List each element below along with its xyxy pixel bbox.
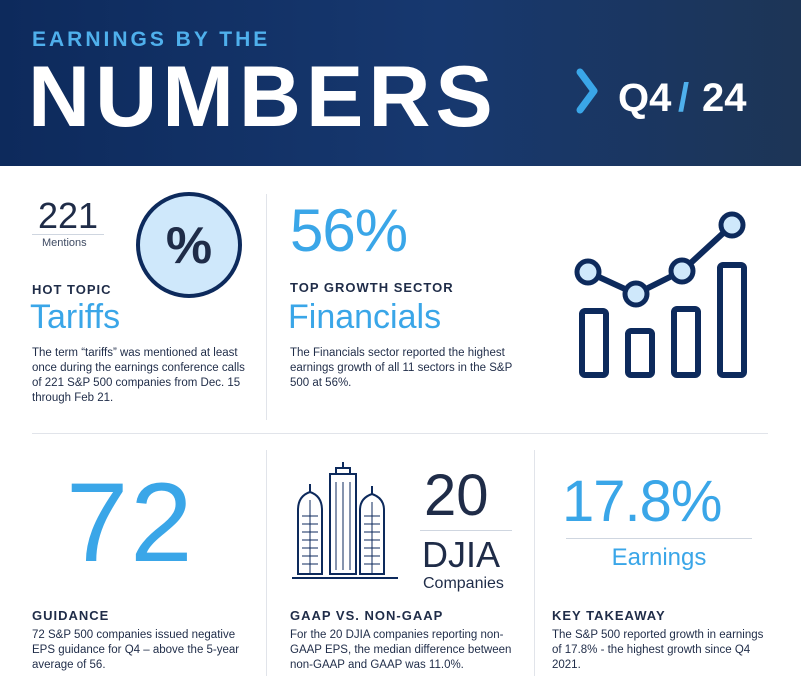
header-banner: EARNINGS BY THE NUMBERS Q4 / 24 (0, 0, 801, 166)
divider-top-middle (266, 194, 267, 420)
gaap-rule (420, 530, 512, 531)
guidance-body: 72 S&P 500 companies issued negative EPS… (32, 629, 240, 671)
takeaway-body: The S&P 500 reported growth in earnings … (552, 629, 764, 671)
guidance-label: GUIDANCE (32, 608, 110, 623)
quarter-part-a: Q4 (618, 76, 672, 120)
mentions-label: Mentions (42, 237, 87, 249)
percent-symbol: % (165, 217, 213, 275)
top-growth-headline: Financials (288, 298, 442, 336)
top-growth-value: 56% (290, 197, 408, 264)
gaap-unit: DJIA (422, 534, 501, 575)
quarter-part-b: 24 (702, 76, 747, 120)
divider-bottom-right (534, 450, 535, 676)
divider-horizontal (32, 433, 768, 434)
percent-badge-icon (136, 192, 242, 298)
takeaway-value: 17.8% (562, 469, 722, 534)
chevron-right-icon (576, 68, 598, 114)
header-title: NUMBERS (28, 49, 498, 145)
gaap-label: GAAP VS. NON-GAAP (290, 608, 444, 623)
top-growth-body: The Financials sector reported the highe… (290, 347, 513, 389)
mentions-rule (32, 234, 104, 235)
growth-chart-icon (574, 211, 747, 378)
gaap-unit-sub: Companies (423, 575, 504, 592)
guidance-value: 72 (66, 460, 195, 585)
takeaway-rule (566, 538, 752, 539)
mentions-count: 221 (38, 195, 99, 236)
divider-bottom-left (266, 450, 267, 676)
gaap-body: For the 20 DJIA companies reporting non-… (290, 629, 512, 671)
hot-topic-headline: Tariffs (30, 298, 121, 336)
takeaway-sub: Earnings (611, 544, 707, 571)
quarter-separator: / (678, 76, 690, 120)
gaap-value: 20 (424, 463, 489, 528)
top-growth-label: TOP GROWTH SECTOR (290, 280, 454, 295)
buildings-icon (292, 462, 398, 579)
takeaway-label: KEY TAKEAWAY (552, 608, 666, 623)
hot-topic-body: The term “tariffs” was mentioned at leas… (32, 347, 245, 404)
hot-topic-label: HOT TOPIC (32, 282, 112, 297)
header-kicker: EARNINGS BY THE (32, 28, 271, 51)
